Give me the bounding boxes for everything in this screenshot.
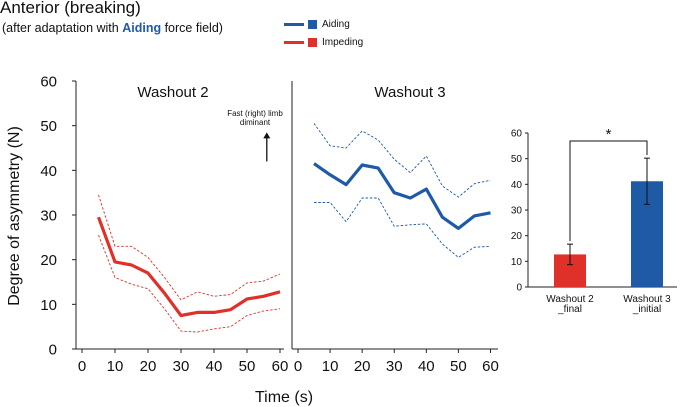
legend-label-aiding: Aiding bbox=[322, 18, 350, 30]
subtitle-prefix: (after adaptation with bbox=[2, 21, 123, 35]
panel1-annotation-line: Fast (right) limb bbox=[227, 109, 283, 118]
legend-line-impeding bbox=[284, 40, 304, 44]
figure-subtitle: (after adaptation with Aiding force fiel… bbox=[2, 21, 223, 35]
panel1-title: Washout 2 bbox=[137, 84, 208, 101]
panel1-x-tick-label: 0 bbox=[78, 358, 86, 375]
legend-item-aiding: Aiding bbox=[284, 17, 350, 31]
bar-y-tick-label: 40 bbox=[511, 180, 523, 191]
y-axis-title: Degree of asymmetry (N) bbox=[6, 126, 23, 306]
panel1-y-tick-label: 0 bbox=[49, 342, 57, 359]
panel2-x-tick-label: 20 bbox=[354, 358, 371, 375]
bar-1-category-label: _final bbox=[557, 304, 582, 315]
legend-swatch-aiding bbox=[308, 19, 317, 29]
panel1-y-tick-label: 50 bbox=[40, 118, 57, 135]
panel1-y-tick-label: 60 bbox=[40, 74, 57, 91]
bar-1-category-label: Washout 2 bbox=[546, 294, 594, 305]
bar-y-tick-label: 20 bbox=[511, 231, 523, 242]
figure-title: Anterior (breaking) bbox=[0, 0, 141, 17]
panel1-annotation-arrow-head bbox=[263, 132, 271, 139]
bar-y-tick-label: 10 bbox=[511, 257, 523, 268]
bar-y-tick-label: 30 bbox=[511, 206, 523, 217]
legend-label-impeding: Impeding bbox=[322, 36, 364, 48]
bar-2-category-label: Washout 3 bbox=[623, 294, 671, 305]
panel1-x-tick-label: 30 bbox=[173, 358, 190, 375]
panel1-x-tick-label: 40 bbox=[206, 358, 223, 375]
panel2-series-lower bbox=[314, 197, 491, 258]
panel1-series-upper bbox=[98, 194, 281, 301]
panel2-x-tick-label: 10 bbox=[322, 358, 339, 375]
bar-2-category-label: _initial bbox=[632, 304, 661, 315]
legend-item-impeding: Impeding bbox=[284, 35, 363, 49]
bar-y-tick-label: 50 bbox=[511, 154, 523, 165]
panel2-x-tick-label: 0 bbox=[294, 358, 302, 375]
x-axis-title: Time (s) bbox=[255, 389, 313, 406]
panel1-annotation-line: diminant bbox=[240, 118, 271, 127]
panel2-x-tick-label: 50 bbox=[450, 358, 467, 375]
panel1-series-lower bbox=[98, 234, 281, 333]
panel2-x-tick-label: 30 bbox=[386, 358, 403, 375]
panel1-y-tick-label: 20 bbox=[40, 252, 57, 269]
panel2-title: Washout 3 bbox=[374, 84, 445, 101]
panel1-y-tick-label: 10 bbox=[40, 297, 57, 314]
panel2-series-mean bbox=[313, 162, 491, 230]
panel1-y-tick-label: 40 bbox=[40, 163, 57, 180]
panel1-y-tick-label: 30 bbox=[40, 208, 57, 225]
panel2-x-tick-label: 60 bbox=[482, 358, 499, 375]
significance-bracket bbox=[569, 140, 648, 242]
panel2-series-upper bbox=[313, 123, 491, 198]
panel1-x-tick-label: 60 bbox=[272, 358, 289, 375]
panel1-series-mean bbox=[96, 216, 281, 318]
subtitle-emphasis: Aiding bbox=[122, 21, 162, 35]
bar-y-tick-label: 0 bbox=[516, 283, 522, 294]
subtitle-suffix: force field) bbox=[161, 21, 223, 35]
panel2-x-tick-label: 40 bbox=[418, 358, 435, 375]
panel1-x-tick-label: 50 bbox=[239, 358, 256, 375]
legend-line-aiding bbox=[284, 22, 304, 26]
significance-marker: * bbox=[606, 126, 612, 143]
panel1-x-tick-label: 10 bbox=[107, 358, 124, 375]
bar-y-tick-label: 60 bbox=[511, 129, 523, 140]
panel1-x-tick-label: 20 bbox=[140, 358, 157, 375]
legend-swatch-impeding bbox=[308, 37, 317, 47]
